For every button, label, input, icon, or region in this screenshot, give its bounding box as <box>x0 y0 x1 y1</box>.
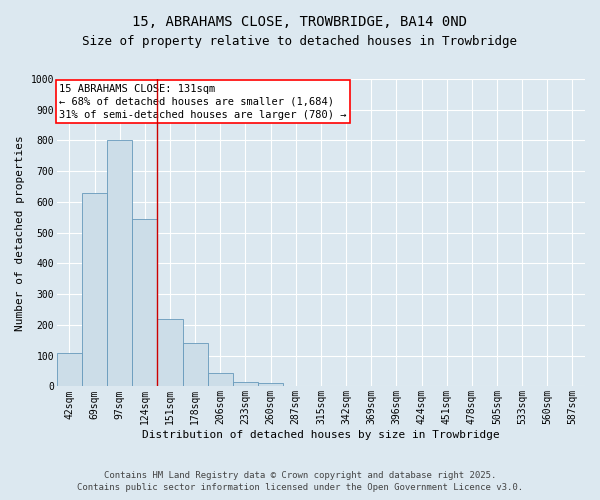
Bar <box>107 140 132 386</box>
Bar <box>157 319 182 386</box>
Bar <box>233 382 258 386</box>
Bar <box>57 352 82 386</box>
Bar <box>208 372 233 386</box>
Y-axis label: Number of detached properties: Number of detached properties <box>15 135 25 330</box>
Bar <box>132 219 157 386</box>
Text: Size of property relative to detached houses in Trowbridge: Size of property relative to detached ho… <box>83 34 517 48</box>
Text: Contains public sector information licensed under the Open Government Licence v3: Contains public sector information licen… <box>77 483 523 492</box>
Text: 15, ABRAHAMS CLOSE, TROWBRIDGE, BA14 0ND: 15, ABRAHAMS CLOSE, TROWBRIDGE, BA14 0ND <box>133 16 467 30</box>
Bar <box>258 384 283 386</box>
X-axis label: Distribution of detached houses by size in Trowbridge: Distribution of detached houses by size … <box>142 430 500 440</box>
Bar <box>182 344 208 386</box>
Bar <box>82 192 107 386</box>
Text: Contains HM Land Registry data © Crown copyright and database right 2025.: Contains HM Land Registry data © Crown c… <box>104 472 496 480</box>
Text: 15 ABRAHAMS CLOSE: 131sqm
← 68% of detached houses are smaller (1,684)
31% of se: 15 ABRAHAMS CLOSE: 131sqm ← 68% of detac… <box>59 84 347 120</box>
